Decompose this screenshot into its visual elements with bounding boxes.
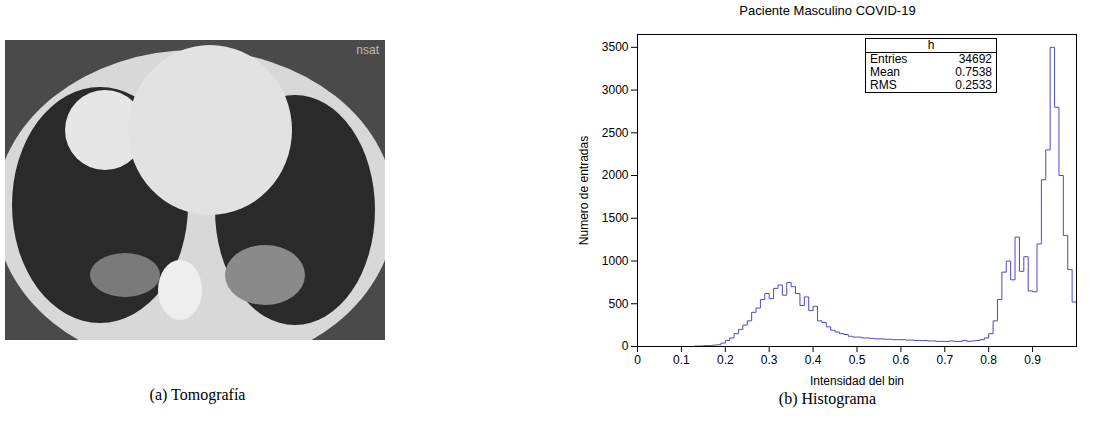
svg-text:0.1: 0.1 (673, 353, 690, 367)
svg-text:0.9: 0.9 (1024, 353, 1041, 367)
svg-text:3000: 3000 (602, 83, 629, 97)
html-text:Entries: Entries (870, 52, 908, 66)
svg-text:0.5: 0.5 (849, 353, 866, 367)
svg-text:0: 0 (622, 339, 629, 353)
html-text:Paciente Masculino COVID-19: Paciente Masculino COVID-19 (739, 3, 916, 18)
html-text:(a) Tomografía: (a) Tomografía (149, 386, 246, 403)
html-text:h: h (927, 38, 935, 52)
svg-text:2500: 2500 (602, 126, 629, 140)
svg-text:0.4: 0.4 (805, 353, 822, 367)
svg-text:1000: 1000 (602, 254, 629, 268)
svg-text:Intensidad del bin: Intensidad del bin (810, 374, 904, 388)
html-text:RMS: RMS (870, 78, 897, 92)
html-text:34692: 34692 (958, 52, 992, 66)
svg-text:0.6: 0.6 (893, 353, 910, 367)
svg-text:Numero de entradas: Numero de entradas (577, 136, 591, 245)
html-text:0.7538: 0.7538 (955, 65, 992, 79)
svg-text:0.8: 0.8 (980, 353, 997, 367)
html-text:(b) Histograma: (b) Histograma (778, 390, 877, 407)
svg-text:0: 0 (634, 353, 641, 367)
svg-text:0.3: 0.3 (761, 353, 778, 367)
svg-text:1500: 1500 (602, 211, 629, 225)
svg-text:500: 500 (608, 297, 628, 311)
svg-text:3500: 3500 (602, 40, 629, 54)
svg-text:0.7: 0.7 (936, 353, 953, 367)
svg-text:0.2: 0.2 (717, 353, 734, 367)
html-text:Mean: Mean (870, 65, 900, 79)
html-text:0.2533: 0.2533 (955, 78, 992, 92)
svg-text:nsat: nsat (356, 43, 379, 57)
svg-text:2000: 2000 (602, 168, 629, 182)
